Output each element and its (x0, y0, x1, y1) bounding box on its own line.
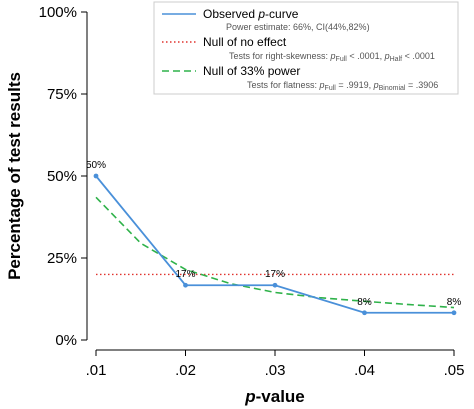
y-axis: 0% 25% 50% 75% 100% (39, 4, 88, 349)
x-tick-label: .01 (86, 362, 107, 379)
y-tick-label: 0% (55, 332, 77, 349)
x-tick-label: .05 (444, 362, 465, 379)
observed-point (362, 310, 367, 316)
series-layer (93, 173, 457, 316)
x-axis-title: p-value (244, 387, 305, 406)
data-label: 8% (447, 297, 462, 308)
observed-point (272, 282, 278, 288)
legend-label-observed: Observed p-curve (203, 7, 299, 21)
data-label: 17% (265, 269, 285, 280)
observed-point (183, 282, 188, 288)
y-tick-label: 100% (39, 4, 77, 21)
series-line-observed (95, 175, 454, 314)
x-tick-label: .03 (265, 362, 286, 379)
legend-sub-observed: Power estimate: 66%, CI(44%,82%) (226, 22, 370, 32)
x-tick-label: .02 (175, 362, 196, 379)
legend-sub-null-effect: Tests for right-skewness: pFull < .0001,… (229, 51, 435, 63)
observed-point (451, 310, 457, 316)
legend: Observed p-curve Power estimate: 66%, CI… (153, 1, 459, 95)
y-tick-label: 50% (47, 168, 77, 185)
x-axis: .01 .02 .03 .04 .05 (86, 349, 465, 379)
legend-box (153, 1, 459, 95)
legend-label-null-33: Null of 33% power (203, 64, 300, 78)
legend-sub-null-33: Tests for flatness: pFull = .9919, pBino… (247, 80, 438, 92)
data-label: 50% (86, 160, 106, 171)
data-label: 17% (175, 269, 195, 280)
legend-label-null-effect: Null of no effect (203, 35, 287, 49)
data-label: 8% (357, 297, 372, 308)
y-tick-label: 75% (47, 86, 77, 103)
y-axis-title: Percentage of test results (5, 72, 24, 280)
series-line-null-33 (95, 196, 455, 309)
observed-point (93, 173, 99, 179)
data-label-layer: 50% 17% 17% 8% 8% (86, 160, 461, 308)
x-tick-label: .04 (354, 362, 375, 379)
y-tick-label: 25% (47, 250, 77, 267)
